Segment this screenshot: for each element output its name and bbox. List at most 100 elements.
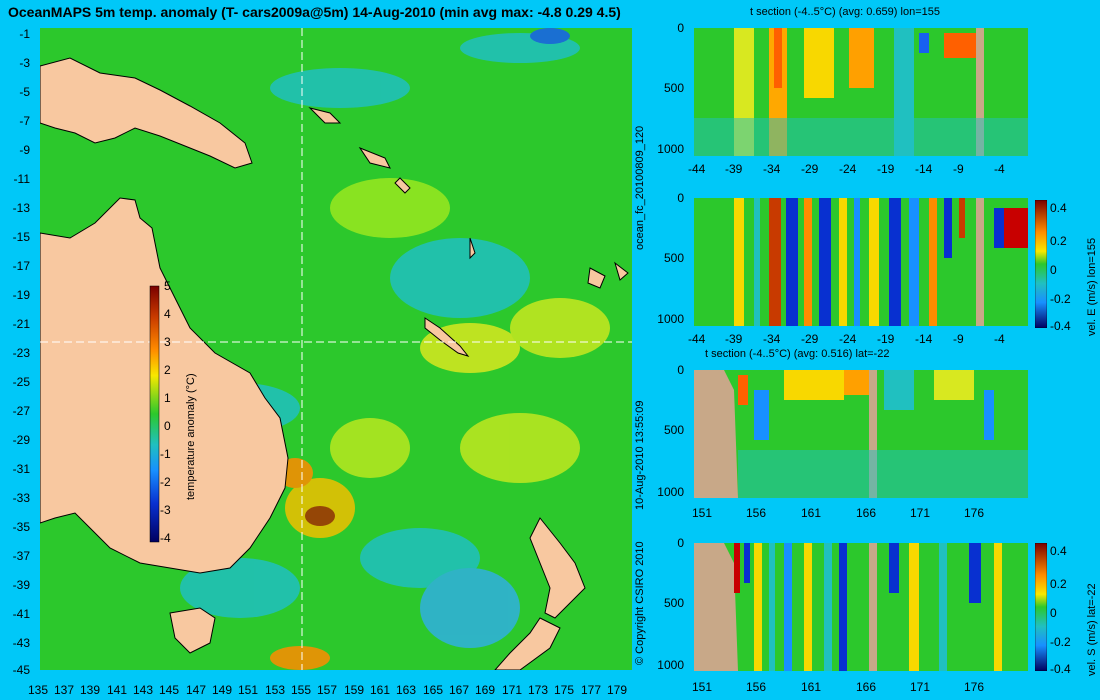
map-y-tick: -27 [12,404,30,418]
map-y-tick: -9 [19,143,30,157]
map-x-tick: 139 [80,683,101,697]
section-t-lon-y-tick: 500 [663,81,684,95]
map-x-tick: 173 [528,683,549,697]
map-y-axis: -1 -3 -5 -7 -9 -11 -13 -15 -17 -19 -21 -… [0,28,36,676]
vel-lon-colorbar [1035,200,1047,328]
vel-lon-colorbar-tick: 0.2 [1050,234,1067,248]
colorbar-tick: 1 [164,391,171,405]
section-t-lon-plot[interactable] [694,28,1028,156]
map-y-tick: -39 [12,578,30,592]
section-vel-lon-x-tick: -34 [763,332,781,346]
vel-lon-colorbar-tick: 0.4 [1050,201,1067,215]
temperature-anomaly-map[interactable] [40,28,632,670]
temperature-colorbar [149,285,160,543]
map-title: OceanMAPS 5m temp. anomaly (T- cars2009a… [8,4,621,20]
vel-lon-colorbar-tick: 0 [1050,263,1057,277]
section-vel-lat-plot[interactable] [694,543,1028,671]
section-vel-lon-x-tick: -19 [877,332,895,346]
section-t-lon-y-tick: 1000 [657,142,684,156]
section-vel-lon-x-tick: -39 [725,332,743,346]
map-x-tick: 145 [159,683,180,697]
section-t-lon-x-tick: -39 [725,162,743,176]
section-t-lon-x-tick: -34 [763,162,781,176]
map-x-tick: 135 [28,683,49,697]
map-x-tick: 167 [449,683,470,697]
section-t-lon-y-tick: 0 [677,21,684,35]
section-vel-lon-y-tick: 0 [677,191,684,205]
section-t-lat-x-tick: 171 [910,506,931,520]
colorbar-tick: 5 [164,279,171,293]
map-y-tick: -7 [19,114,30,128]
section-vel-lon-x-tick: -4 [994,332,1005,346]
map-x-tick: 155 [291,683,312,697]
map-x-tick: 163 [396,683,417,697]
section-vel-lat-y-tick: 0 [677,536,684,550]
section-t-lon-title: t section (-4..5°C) (avg: 0.659) lon=155 [750,6,940,18]
section-t-lat-title: t section (-4..5°C) (avg: 0.516) lat=-22 [705,348,890,360]
section-vel-lon-x-tick: -24 [839,332,857,346]
map-y-tick: -3 [19,56,30,70]
map-y-tick: -23 [12,346,30,360]
map-x-tick: 157 [317,683,338,697]
timestamp: 10-Aug-2010 13:55:09 [634,400,646,510]
vel-lat-colorbar-tick: 0.2 [1050,577,1067,591]
vel-lat-colorbar [1035,543,1047,671]
colorbar-tick: -4 [160,531,171,545]
section-vel-lat-x-tick: 176 [964,680,985,694]
section-t-lon-x-tick: -9 [953,162,964,176]
map-y-tick: -21 [12,317,30,331]
map-y-tick: -33 [12,491,30,505]
section-t-lat-y-tick: 500 [663,423,684,437]
section-vel-lat-y-tick: 500 [663,596,684,610]
map-x-tick: 137 [54,683,75,697]
map-x-axis: 135 137 139 141 143 145 147 149 151 153 … [28,684,638,698]
map-y-tick: -25 [12,375,30,389]
map-x-tick: 171 [502,683,523,697]
section-t-lat-y-tick: 1000 [657,485,684,499]
vel-lat-colorbar-label: vel. S (m/s) lat=-22 [1086,583,1098,676]
map-y-tick: -15 [12,230,30,244]
vel-lon-colorbar-tick: -0.2 [1050,292,1071,306]
colorbar-label: temperature anomaly (°C) [185,373,197,500]
section-vel-lat-x-tick: 171 [910,680,931,694]
vel-lat-colorbar-tick: -0.2 [1050,635,1071,649]
colorbar-ticks: 5 4 3 2 1 0 -1 -2 -3 -4 [160,280,180,550]
colorbar-tick: -3 [160,503,171,517]
map-y-tick: -29 [12,433,30,447]
colorbar-tick: 0 [164,419,171,433]
map-y-tick: -41 [12,607,30,621]
map-x-tick: 165 [423,683,444,697]
section-vel-lat-x-tick: 161 [801,680,822,694]
map-x-tick: 143 [133,683,154,697]
section-t-lat-plot[interactable] [694,370,1028,498]
map-x-tick: 179 [607,683,628,697]
map-y-tick: -31 [12,462,30,476]
map-y-tick: -17 [12,259,30,273]
map-x-tick: 177 [581,683,602,697]
section-vel-lon-plot[interactable] [694,198,1028,326]
colorbar-tick: -2 [160,475,171,489]
vel-lat-colorbar-tick: 0.4 [1050,544,1067,558]
section-t-lon-x-tick: -19 [877,162,895,176]
map-x-tick: 141 [107,683,128,697]
map-y-tick: -43 [12,636,30,650]
colorbar-tick: -1 [160,447,171,461]
forecast-id: ocean_fc_20100809_120 [634,125,646,250]
section-vel-lat-x-tick: 166 [856,680,877,694]
section-vel-lon-x-tick: -29 [801,332,819,346]
section-vel-lon-y-tick: 1000 [657,312,684,326]
vel-lat-colorbar-tick: 0 [1050,606,1057,620]
map-y-tick: -37 [12,549,30,563]
section-t-lat-x-tick: 156 [746,506,767,520]
map-y-tick: -11 [13,172,30,186]
vel-lon-colorbar-tick: -0.4 [1050,319,1071,333]
section-t-lat-x-tick: 176 [964,506,985,520]
section-t-lon-x-tick: -14 [915,162,933,176]
section-t-lon-x-tick: -24 [839,162,857,176]
map-x-tick: 147 [186,683,207,697]
map-y-tick: -19 [12,288,30,302]
map-x-tick: 169 [475,683,496,697]
colorbar-tick: 3 [164,335,171,349]
section-vel-lon-y-tick: 500 [663,251,684,265]
section-t-lon-x-tick: -44 [688,162,706,176]
